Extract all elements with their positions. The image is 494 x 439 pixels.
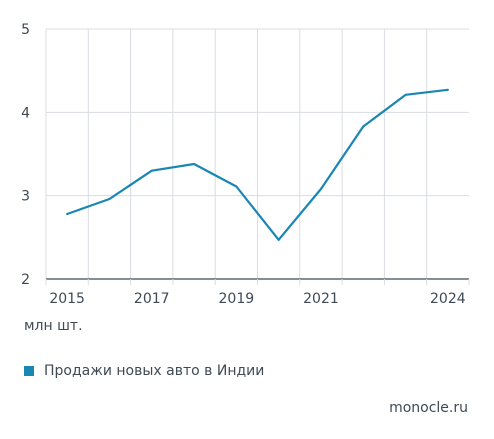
x-tick-label: 2015 [49, 291, 85, 307]
y-tick-label: 4 [21, 105, 30, 121]
source-label: monocle.ru [389, 400, 468, 416]
tick-labels: 2 3 4 5 2015 2017 2019 2021 2024 [21, 22, 466, 307]
legend: Продажи новых авто в Индии [24, 363, 264, 379]
y-unit-label: млн шт. [24, 318, 83, 334]
x-tick-label: 2024 [430, 291, 466, 307]
series-line [66, 88, 449, 241]
y-tick-label: 2 [21, 272, 30, 288]
x-tick-label: 2017 [134, 291, 170, 307]
axes [45, 29, 470, 285]
series [66, 88, 449, 241]
y-tick-label: 5 [21, 22, 30, 38]
legend-swatch [24, 366, 34, 376]
grid [46, 28, 469, 279]
x-tick-label: 2019 [219, 291, 255, 307]
x-tick-label: 2021 [303, 291, 339, 307]
legend-label: Продажи новых авто в Индии [44, 363, 265, 379]
y-tick-label: 3 [21, 189, 30, 205]
